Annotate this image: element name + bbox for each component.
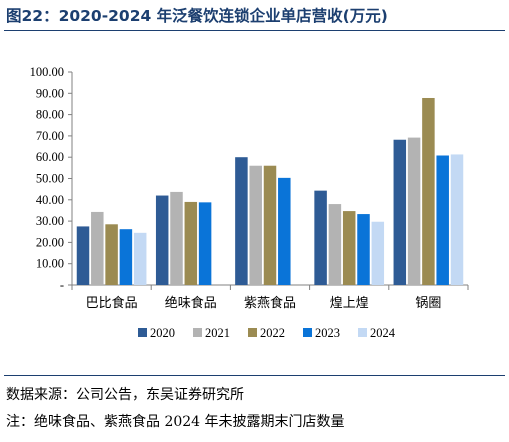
bar xyxy=(184,201,198,285)
y-tick-label: 20.00 xyxy=(36,235,64,249)
title-rule xyxy=(4,30,505,31)
y-tick-label: - xyxy=(60,278,64,292)
y-tick-label: 90.00 xyxy=(36,86,64,100)
bar xyxy=(314,190,327,285)
x-tick-label: 紫燕食品 xyxy=(244,295,296,310)
bar xyxy=(371,221,385,285)
y-tick-label: 10.00 xyxy=(36,257,64,271)
bar xyxy=(328,204,342,285)
legend-swatch xyxy=(193,328,202,337)
bar xyxy=(450,154,464,285)
bar xyxy=(119,229,133,285)
y-tick-label: 50.00 xyxy=(36,172,64,186)
bar xyxy=(249,165,262,285)
y-tick-label: 30.00 xyxy=(36,214,64,228)
bar xyxy=(436,155,449,285)
x-tick-label: 绝味食品 xyxy=(165,295,217,310)
bar xyxy=(91,211,104,285)
y-tick-label: 40.00 xyxy=(36,193,64,207)
y-tick-label: 70.00 xyxy=(36,129,64,143)
bar xyxy=(198,202,212,285)
legend-swatch xyxy=(303,328,312,337)
bar xyxy=(357,214,370,285)
bar xyxy=(155,195,169,285)
bar xyxy=(263,165,277,285)
legend-label: 2021 xyxy=(205,326,230,340)
bar xyxy=(278,177,291,285)
bar xyxy=(393,139,407,285)
y-axis: - 10.00 20.00 30.00 40.00 50.00 60.00 70.00 80.0… xyxy=(30,65,73,292)
x-tick-label: 巴比食品 xyxy=(86,295,138,310)
y-tick-label: 60.00 xyxy=(36,150,64,164)
bar-chart: - 10.00 20.00 30.00 40.00 50.00 60.00 70.00 80.0… xyxy=(30,65,469,340)
figure-title: 图22：2020-2024 年泛餐饮连锁企业单店营收(万元) xyxy=(6,7,388,25)
bar xyxy=(342,211,356,285)
x-axis: 巴比食品 绝味食品 紫燕食品 煌上煌 锅圈 xyxy=(71,284,469,310)
bar xyxy=(235,157,248,285)
legend-label: 2023 xyxy=(315,326,340,340)
bar xyxy=(105,224,118,285)
legend: 2020 2021 2022 2023 2024 xyxy=(138,326,396,340)
x-tick-label: 煌上煌 xyxy=(330,295,369,310)
bar xyxy=(407,137,421,285)
bar xyxy=(133,232,147,285)
bars xyxy=(76,97,464,286)
legend-swatch xyxy=(248,328,257,337)
bar xyxy=(76,226,90,285)
legend-label: 2020 xyxy=(150,326,175,340)
y-tick-label: 100.00 xyxy=(30,65,64,79)
footnote: 注：绝味食品、紫燕食品 2024 年未披露期末门店数量 xyxy=(6,414,345,430)
legend-label: 2022 xyxy=(260,326,285,340)
footer-rule xyxy=(4,375,505,376)
legend-swatch xyxy=(358,328,367,337)
y-tick-label: 80.00 xyxy=(36,108,64,122)
bar xyxy=(170,191,183,285)
bar xyxy=(422,97,435,286)
legend-swatch xyxy=(138,328,147,337)
source-note: 数据来源：公司公告，东吴证券研究所 xyxy=(6,387,244,403)
legend-label: 2024 xyxy=(370,326,396,340)
x-tick-label: 锅圈 xyxy=(415,295,441,310)
